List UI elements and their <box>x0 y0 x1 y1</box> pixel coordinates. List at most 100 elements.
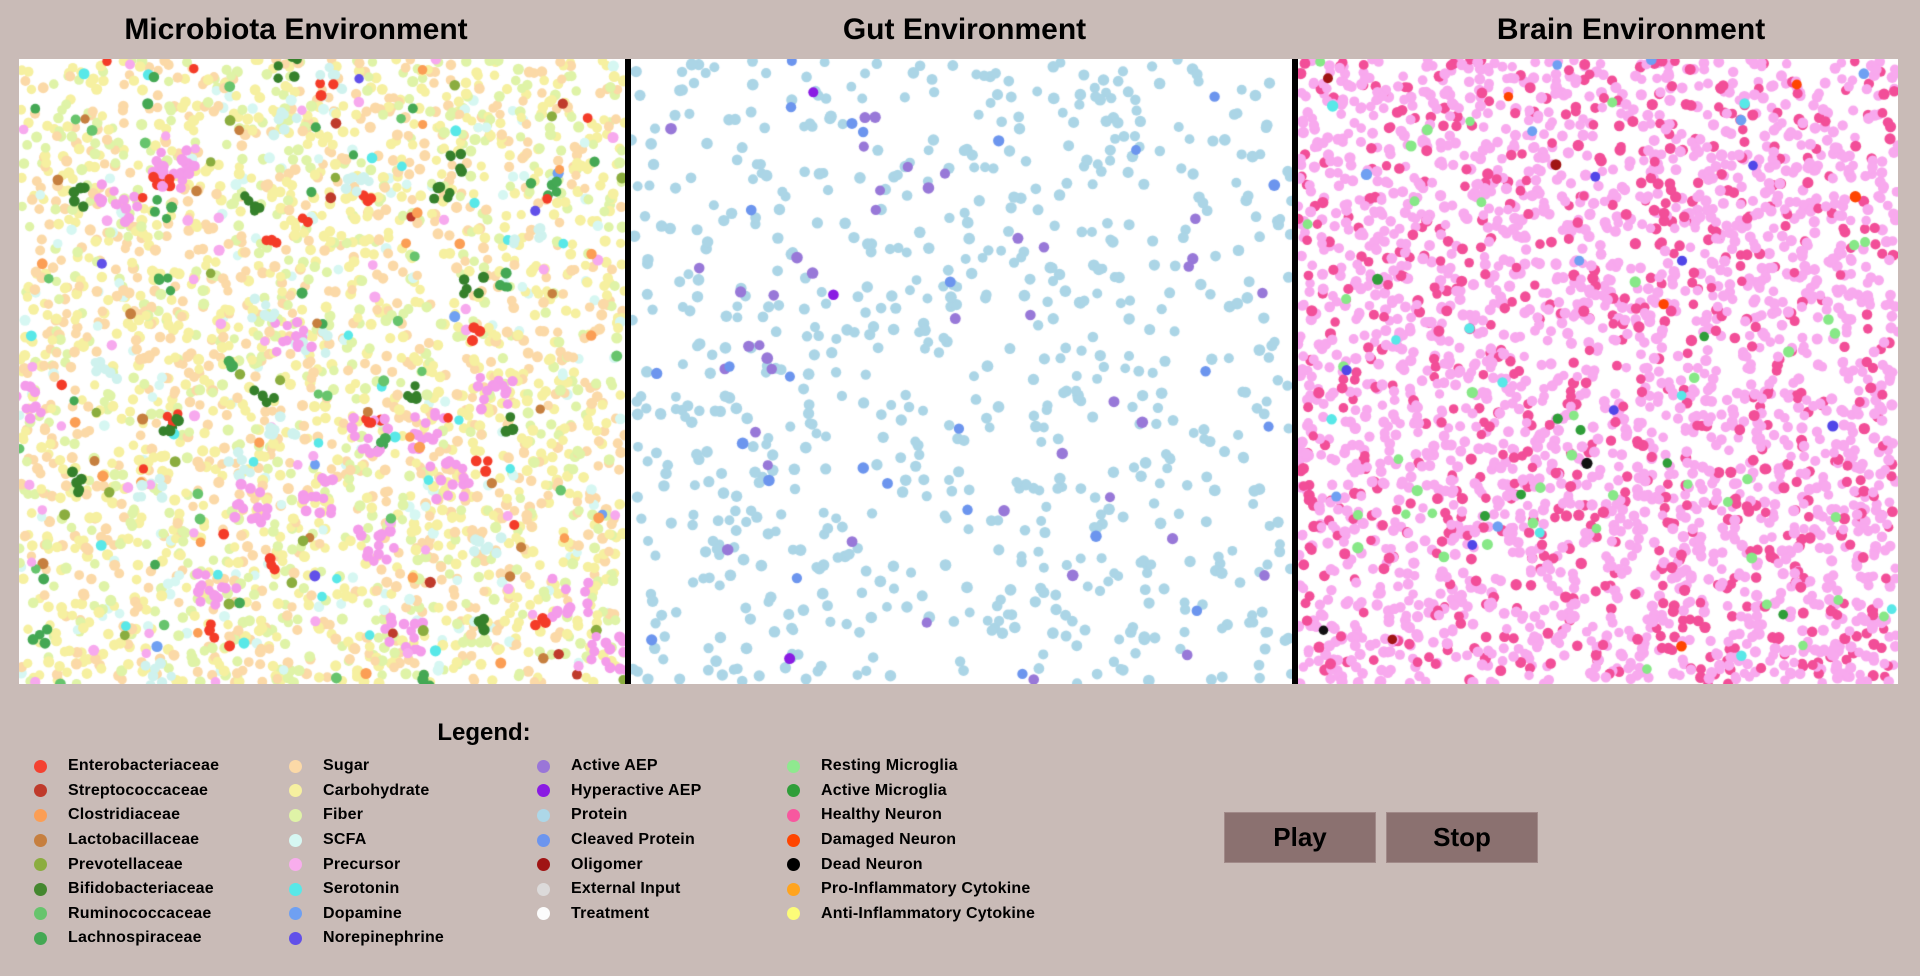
norepinephrine-color-dot-icon <box>289 931 302 945</box>
play-button[interactable]: Play <box>1224 812 1376 863</box>
legend-item-bifidobacteriaceae: Bifidobacteriaceae <box>34 877 219 902</box>
protein-color-dot-icon <box>537 808 550 822</box>
legend-label: Enterobacteriaceae <box>68 757 220 775</box>
legend-item-treatment: Treatment <box>537 902 701 927</box>
legend-column-4: Resting Microglia Active Microglia Healthy… <box>787 754 1035 926</box>
legend-label: Treatment <box>571 904 650 922</box>
precursor-color-dot-icon <box>289 858 302 872</box>
legend-label: Sugar <box>323 757 370 775</box>
legend-column-1: Enterobacteriaceae Streptococcaceae Clostr… <box>34 754 219 951</box>
dopamine-color-dot-icon <box>289 907 302 921</box>
legend-column-3: Active AEP Hyperactive AEP Protein Cleaved … <box>537 754 701 926</box>
clostridiaceae-color-dot-icon <box>34 808 47 822</box>
legend-label: Carbohydrate <box>323 781 430 799</box>
legend-item-serotonin: Serotonin <box>289 877 444 902</box>
title-brain-environment: Brain Environment <box>1496 13 1766 46</box>
resting-microglia-color-dot-icon <box>787 759 800 773</box>
anti-inflammatory-cytokine-color-dot-icon <box>787 907 800 921</box>
active-aep-color-dot-icon <box>537 759 550 773</box>
legend-item-dopamine: Dopamine <box>289 902 444 927</box>
legend-label: Ruminococcaceae <box>68 904 212 922</box>
legend-label: Active AEP <box>571 757 658 775</box>
legend-item-lachnospiraceae: Lachnospiraceae <box>34 926 219 951</box>
pro-inflammatory-cytokine-color-dot-icon <box>787 882 800 896</box>
legend-label: Streptococcaceae <box>68 781 209 799</box>
legend-item-anti-inflammatory-cytokine: Anti-Inflammatory Cytokine <box>787 902 1035 927</box>
legend-item-precursor: Precursor <box>289 852 444 877</box>
serotonin-color-dot-icon <box>289 882 302 896</box>
legend-label: Clostridiaceae <box>68 806 181 824</box>
simulation-area <box>19 59 1898 684</box>
treatment-color-dot-icon <box>537 907 550 921</box>
legend-label: Dopamine <box>323 904 402 922</box>
legend-item-enterobacteriaceae: Enterobacteriaceae <box>34 754 219 779</box>
legend-item-streptococcaceae: Streptococcaceae <box>34 779 219 804</box>
legend-item-scfa: SCFA <box>289 828 444 853</box>
legend-item-dead-neuron: Dead Neuron <box>787 852 1035 877</box>
legend-item-hyperactive-aep: Hyperactive AEP <box>537 779 701 804</box>
fiber-color-dot-icon <box>289 808 302 822</box>
brain-panel <box>1298 59 1898 684</box>
legend-item-active-aep: Active AEP <box>537 754 701 779</box>
brain-canvas <box>1298 59 1898 684</box>
carbohydrate-color-dot-icon <box>289 784 302 798</box>
stop-button[interactable]: Stop <box>1386 812 1538 863</box>
panel-titles: Microbiota Environment Gut Environment B… <box>19 12 1898 48</box>
microbiota-canvas <box>19 59 625 684</box>
legend-label: Hyperactive AEP <box>571 781 702 799</box>
healthy-neuron-color-dot-icon <box>787 808 800 822</box>
legend-item-carbohydrate: Carbohydrate <box>289 779 444 804</box>
ruminococcaceae-color-dot-icon <box>34 907 47 921</box>
legend-label: Prevotellaceae <box>68 855 183 873</box>
streptococcaceae-color-dot-icon <box>34 784 47 798</box>
legend-label: Healthy Neuron <box>821 806 943 824</box>
hyperactive-aep-color-dot-icon <box>537 784 550 798</box>
legend-item-active-microglia: Active Microglia <box>787 779 1035 804</box>
legend-label: Damaged Neuron <box>821 831 957 849</box>
legend-label: Serotonin <box>323 880 400 898</box>
legend-item-fiber: Fiber <box>289 803 444 828</box>
legend-item-pro-inflammatory-cytokine: Pro-Inflammatory Cytokine <box>787 877 1035 902</box>
title-microbiota-environment: Microbiota Environment <box>124 13 468 46</box>
panel-divider <box>1292 59 1298 684</box>
legend-item-external-input: External Input <box>537 877 701 902</box>
legend-item-clostridiaceae: Clostridiaceae <box>34 803 219 828</box>
scfa-color-dot-icon <box>289 833 302 847</box>
legend-item-healthy-neuron: Healthy Neuron <box>787 803 1035 828</box>
legend-label: Protein <box>571 806 628 824</box>
legend-label: Anti-Inflammatory Cytokine <box>821 904 1036 922</box>
legend-item-prevotellaceae: Prevotellaceae <box>34 852 219 877</box>
sugar-color-dot-icon <box>289 759 302 773</box>
gut-canvas <box>631 59 1292 684</box>
legend-item-protein: Protein <box>537 803 701 828</box>
legend-label: Active Microglia <box>821 781 947 799</box>
prevotellaceae-color-dot-icon <box>34 858 47 872</box>
lactobacillaceae-color-dot-icon <box>34 833 47 847</box>
legend-label: Fiber <box>323 806 364 824</box>
legend-label: Lachnospiraceae <box>68 929 202 947</box>
legend-label: Cleaved Protein <box>571 831 695 849</box>
microbiota-panel <box>19 59 625 684</box>
legend-label: Pro-Inflammatory Cytokine <box>821 880 1031 898</box>
legend-item-resting-microglia: Resting Microglia <box>787 754 1035 779</box>
cleaved-protein-color-dot-icon <box>537 833 550 847</box>
external-input-color-dot-icon <box>537 882 550 896</box>
legend-item-norepinephrine: Norepinephrine <box>289 926 444 951</box>
legend-column-2: Sugar Carbohydrate Fiber SCFA Precursor Serot… <box>289 754 444 951</box>
legend-item-oligomer: Oligomer <box>537 852 701 877</box>
gut-panel <box>631 59 1292 684</box>
legend-label: Oligomer <box>571 855 643 873</box>
damaged-neuron-color-dot-icon <box>787 833 800 847</box>
legend-label: Bifidobacteriaceae <box>68 880 214 898</box>
legend-item-ruminococcaceae: Ruminococcaceae <box>34 902 219 927</box>
legend-label: Dead Neuron <box>821 855 923 873</box>
legend-title: Legend: <box>437 719 531 746</box>
panel-divider <box>625 59 631 684</box>
title-gut-environment: Gut Environment <box>842 13 1087 46</box>
bifidobacteriaceae-color-dot-icon <box>34 882 47 896</box>
legend-item-lactobacillaceae: Lactobacillaceae <box>34 828 219 853</box>
active-microglia-color-dot-icon <box>787 784 800 798</box>
legend-label: Norepinephrine <box>323 929 445 947</box>
lachnospiraceae-color-dot-icon <box>34 931 47 945</box>
legend-item-sugar: Sugar <box>289 754 444 779</box>
